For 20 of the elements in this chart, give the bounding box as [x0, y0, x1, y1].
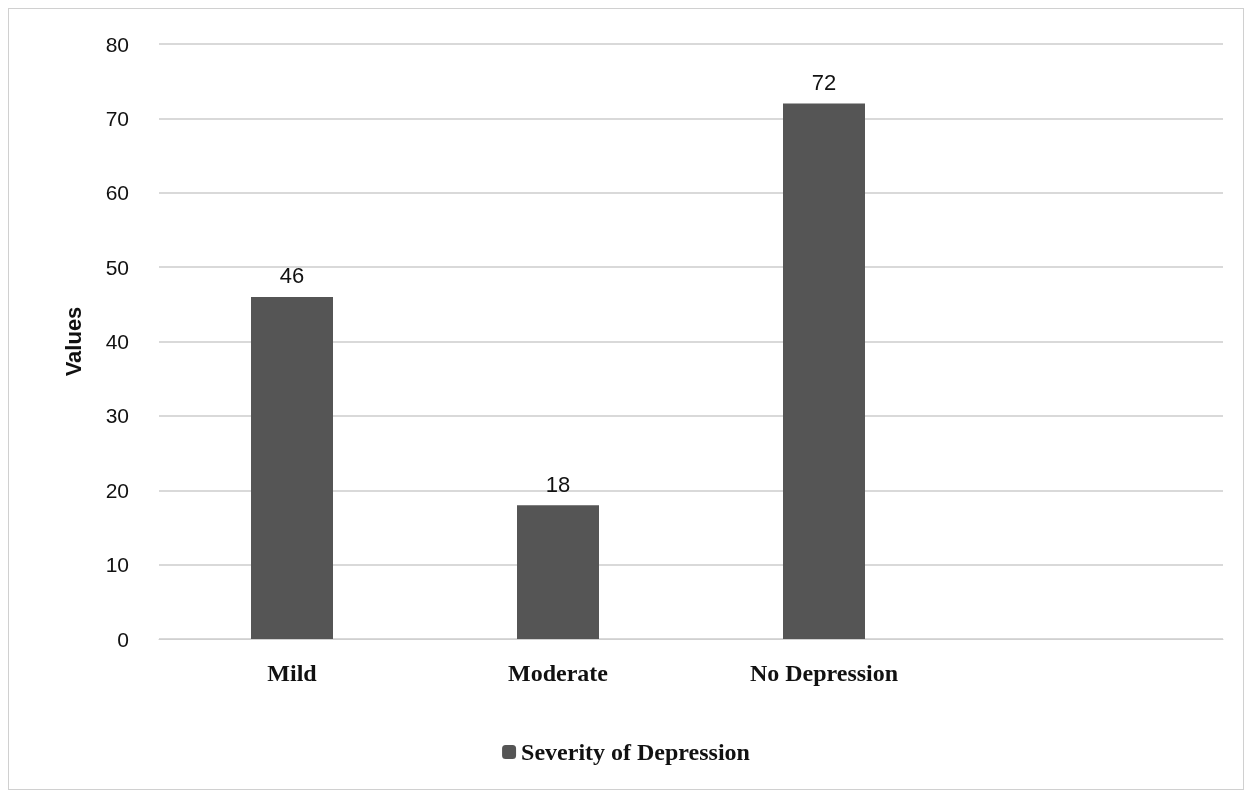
data-label: 72 — [811, 70, 837, 95]
x-tick-label: Moderate — [508, 660, 609, 686]
y-tick-label: 80 — [105, 32, 129, 56]
data-label: 18 — [545, 471, 571, 497]
x-tick-label: No Depression — [749, 660, 899, 686]
y-tick-label: 70 — [105, 106, 129, 130]
bar — [517, 505, 599, 639]
y-tick-label: 20 — [105, 478, 129, 502]
bar — [251, 296, 333, 639]
y-tick-label: 10 — [105, 553, 129, 577]
y-tick-label: 30 — [105, 404, 129, 428]
y-tick-label: 40 — [105, 330, 129, 353]
y-tick-label: 60 — [105, 181, 129, 205]
y-tick-label: 50 — [105, 255, 129, 279]
bar — [783, 103, 865, 639]
y-axis-title: Values — [60, 306, 86, 377]
y-tick-label: 0 — [117, 627, 129, 651]
x-tick-label: Mild — [267, 660, 318, 686]
data-label: 46 — [279, 263, 305, 289]
legend-label: Severity of Depression — [521, 739, 750, 765]
